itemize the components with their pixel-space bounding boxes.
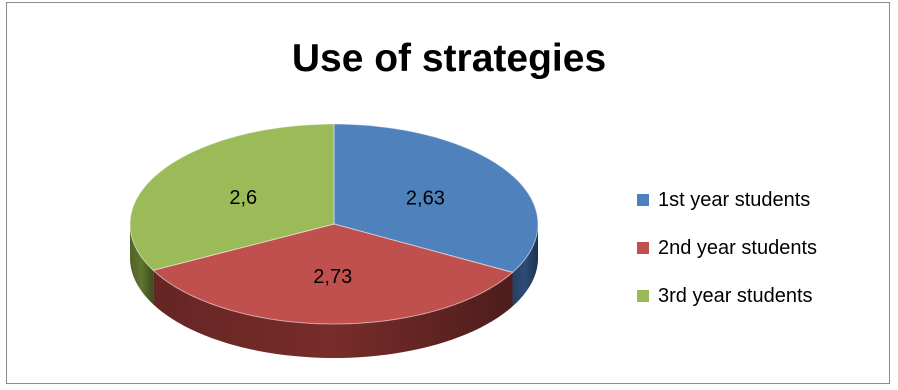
legend-item-2nd-year: 2nd year students	[637, 224, 817, 272]
pie-slice-3	[129, 123, 335, 271]
legend-label: 2nd year students	[658, 236, 817, 259]
pie-side-shade-3	[130, 224, 154, 305]
pie-slice-2	[152, 223, 514, 325]
legend-swatch	[637, 194, 649, 206]
data-label-1: 2,63	[406, 188, 445, 210]
legend-swatch	[637, 290, 649, 302]
pie-side-shade-2	[153, 270, 513, 358]
pie-side-walls	[130, 224, 538, 358]
legend-item-3rd-year: 3rd year students	[637, 272, 817, 320]
legend: 1st year students 2nd year students 3rd …	[637, 176, 817, 320]
data-label-3: 2,6	[229, 187, 257, 209]
legend-label: 1st year students	[658, 188, 811, 211]
pie-slice-1	[333, 123, 539, 273]
chart-title: Use of strategies	[291, 37, 607, 80]
pie-data-labels: 2,63 2,73 2,6	[229, 187, 444, 288]
legend-label: 3rd year students	[658, 284, 813, 307]
legend-item-1st-year: 1st year students	[637, 176, 817, 224]
data-label-2: 2,73	[313, 266, 352, 288]
pie-side-shade-1	[512, 224, 538, 307]
pie-top-slices	[129, 123, 539, 325]
legend-swatch	[637, 242, 649, 254]
